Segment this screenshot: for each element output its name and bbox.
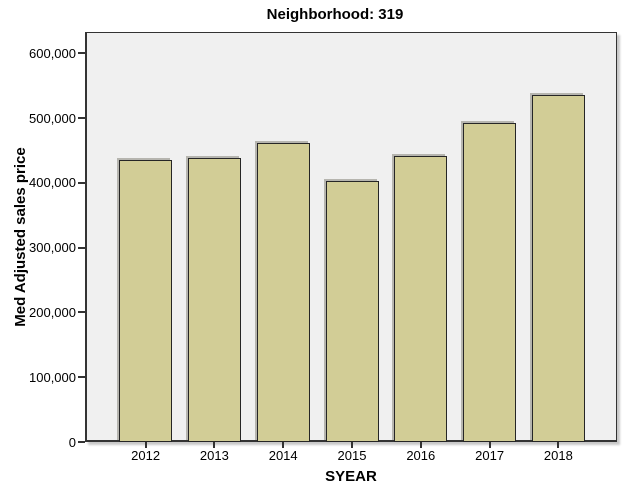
- x-tick-label: 2012: [131, 448, 161, 463]
- y-tick-label: 500,000: [29, 110, 76, 126]
- y-tick-mark: [78, 376, 85, 379]
- bar-2014: [256, 143, 310, 442]
- x-tick-mark: [351, 442, 353, 448]
- x-tick-label: 2016: [406, 448, 436, 463]
- y-tick-label: 200,000: [29, 304, 76, 320]
- x-tick-label: 2018: [543, 448, 573, 463]
- y-tick-label: 400,000: [29, 175, 76, 191]
- y-tick-mark: [78, 246, 85, 249]
- x-tick-label: 2013: [199, 448, 229, 463]
- bar-2015: [325, 180, 379, 442]
- bar-2017: [463, 123, 517, 442]
- y-tick-mark: [78, 52, 85, 55]
- y-tick-label: 300,000: [29, 240, 76, 256]
- x-tick-label: 2015: [337, 448, 367, 463]
- x-tick-mark: [557, 442, 560, 448]
- bar-2016: [394, 155, 448, 442]
- x-tick-mark: [213, 442, 216, 448]
- x-tick-mark: [419, 442, 422, 448]
- y-tick-mark: [78, 441, 85, 443]
- y-tick-mark: [78, 181, 85, 184]
- y-tick-mark: [78, 311, 85, 314]
- x-tick-label: 2014: [268, 448, 298, 463]
- y-tick-mark: [78, 117, 85, 120]
- y-tick-label: 0: [68, 434, 76, 450]
- x-axis-title: SYEAR: [325, 468, 377, 485]
- x-tick-mark: [488, 442, 491, 448]
- x-tick-label: 2017: [475, 448, 505, 463]
- chart-title: Neighborhood: 319: [266, 6, 404, 23]
- bar-2018: [531, 94, 585, 442]
- bar-2013: [187, 158, 241, 442]
- y-tick-label: 100,000: [29, 369, 76, 385]
- bar-2012: [119, 159, 173, 442]
- x-tick-mark: [144, 442, 147, 448]
- x-tick-mark: [282, 442, 285, 448]
- y-tick-label: 600,000: [29, 45, 76, 61]
